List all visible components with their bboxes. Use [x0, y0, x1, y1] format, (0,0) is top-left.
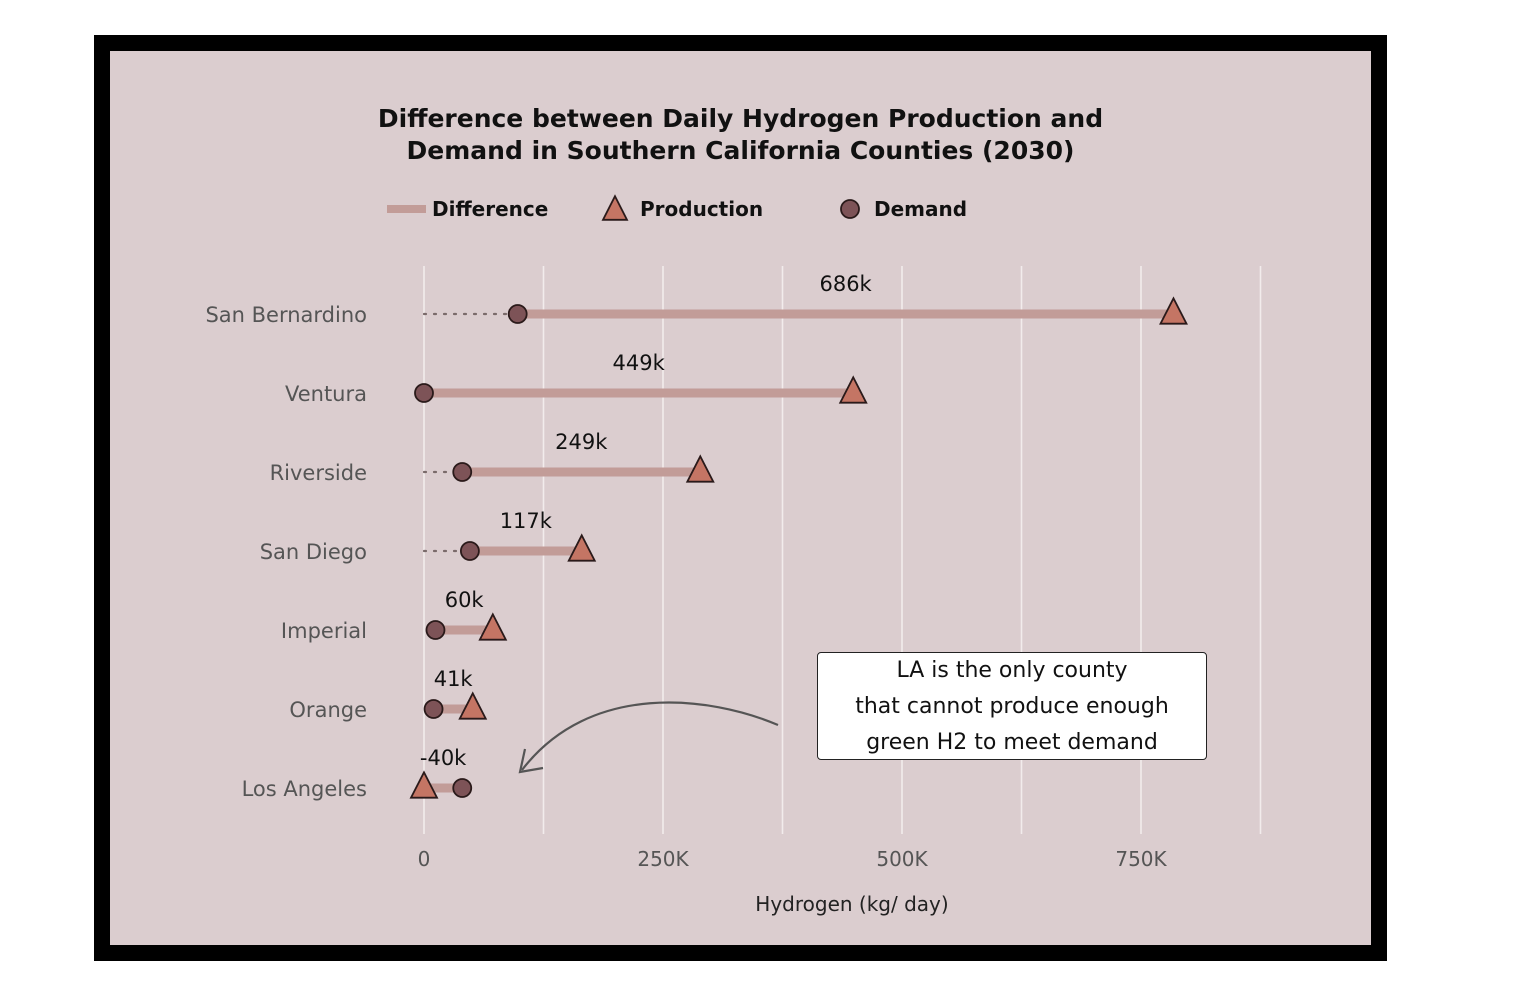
x-axis-label: Hydrogen (kg/ day) [755, 892, 948, 916]
legend-difference-label: Difference [432, 197, 548, 221]
difference-label-san-bernardino: 686k [819, 272, 872, 296]
category-label-los-angeles: Los Angeles [242, 777, 367, 801]
annotation-arrowhead [518, 748, 544, 774]
demand-point-san-bernardino [507, 304, 528, 324]
x-tick-label: 750K [1115, 847, 1167, 871]
annotation-line-3: green H2 to meet demand [866, 730, 1158, 755]
x-tick-label: 0 [418, 847, 431, 871]
annotation-arrow [521, 701, 779, 771]
legend-production-swatch [601, 194, 629, 221]
production-point-riverside [685, 454, 715, 483]
chart-title-line-1: Difference between Daily Hydrogen Produc… [377, 104, 1104, 133]
chart-title-line-2: Demand in Southern California Counties (… [406, 136, 1075, 165]
chart-frame: Difference between Daily Hydrogen Produc… [94, 35, 1387, 961]
production-point-san-diego [567, 533, 597, 562]
production-point-orange [458, 691, 488, 720]
demand-point-imperial [425, 620, 446, 640]
category-label-ventura: Ventura [285, 382, 367, 406]
legend-demand-swatch [840, 199, 860, 219]
category-label-orange: Orange [289, 698, 367, 722]
annotation-line-1: LA is the only county [896, 658, 1128, 683]
demand-point-riverside [452, 462, 473, 482]
difference-label-orange: 41k [434, 667, 474, 691]
x-tick-label: 250K [637, 847, 689, 871]
demand-point-san-diego [459, 541, 480, 561]
difference-label-riverside: 249k [555, 430, 608, 454]
annotation-line-2: that cannot produce enough [855, 694, 1169, 719]
demand-point-ventura [414, 383, 434, 403]
category-label-san-diego: San Diego [260, 540, 367, 564]
legend-production-label: Production [640, 197, 763, 221]
difference-label-san-diego: 117k [500, 509, 553, 533]
category-label-riverside: Riverside [270, 461, 367, 485]
category-label-imperial: Imperial [281, 619, 367, 643]
x-tick-label: 500K [876, 847, 928, 871]
chart-plot: 0 250K 500K 750K Hydrogen (kg/ day) Differenc… [205, 194, 1262, 916]
chart-title: Difference between Daily Hydrogen Produc… [110, 103, 1371, 167]
production-point-imperial [478, 612, 508, 641]
difference-label-los-angeles: -40k [420, 746, 467, 770]
annotation-box: LA is the only county that cannot produc… [817, 652, 1207, 760]
production-point-los-angeles [409, 770, 439, 799]
legend-demand-label: Demand [874, 197, 967, 221]
demand-point-los-angeles [452, 778, 473, 798]
chart-panel: Difference between Daily Hydrogen Produc… [110, 51, 1371, 945]
demand-point-orange [423, 699, 444, 719]
difference-label-imperial: 60k [445, 588, 485, 612]
production-point-ventura [838, 375, 868, 404]
production-point-san-bernardino [1159, 296, 1188, 325]
difference-label-ventura: 449k [612, 351, 665, 375]
category-label-san-bernardino: San Bernardino [205, 303, 367, 327]
